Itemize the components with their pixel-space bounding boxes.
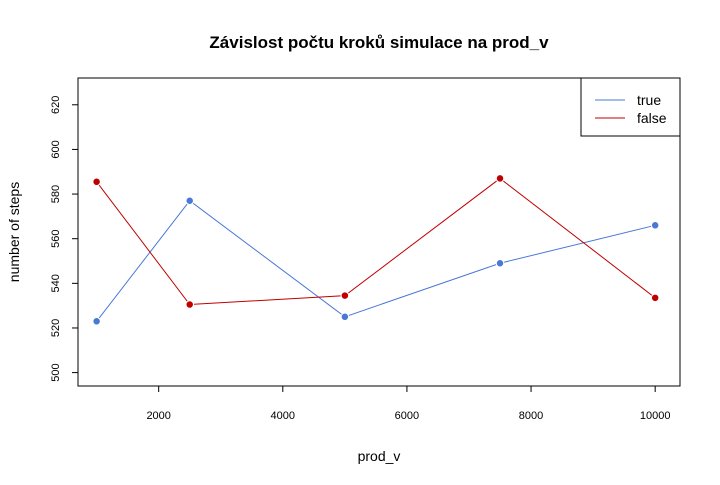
y-tick-label-500: 500 xyxy=(50,363,62,381)
y-tick-label-520: 520 xyxy=(50,319,62,337)
y-tick-label-540: 540 xyxy=(50,274,62,292)
series-line-true xyxy=(96,200,656,322)
point-true-2500 xyxy=(185,196,195,206)
x-tick-label-6000: 6000 xyxy=(395,410,419,422)
legend-label-false: false xyxy=(637,110,667,126)
y-tick-label-580: 580 xyxy=(50,185,62,203)
x-tick-label-10000: 10000 xyxy=(640,410,671,422)
point-false-5000 xyxy=(340,291,350,300)
series-layer xyxy=(92,174,660,326)
point-true-5000 xyxy=(340,312,350,322)
legend-box xyxy=(580,77,681,137)
y-tick-label-560: 560 xyxy=(50,230,62,248)
point-false-1000 xyxy=(92,177,101,187)
y-axis-label: number of steps xyxy=(6,182,22,282)
series-true xyxy=(92,196,660,326)
chart-title: Závislost počtu kroků simulace na prod_v xyxy=(209,33,549,52)
series-line-false xyxy=(96,177,656,306)
point-true-1000 xyxy=(92,316,101,326)
point-false-7500 xyxy=(495,174,505,183)
x-tick-label-4000: 4000 xyxy=(271,410,295,422)
y-axis: 500 520 540 560 580 600 620 xyxy=(50,96,79,382)
y-tick-label-600: 600 xyxy=(50,140,62,158)
x-tick-label-8000: 8000 xyxy=(519,410,543,422)
y-tick-label-620: 620 xyxy=(50,96,62,114)
point-true-7500 xyxy=(495,258,505,268)
point-true-10000 xyxy=(650,220,660,230)
point-false-10000 xyxy=(650,293,660,303)
legend-label-true: true xyxy=(637,92,661,108)
point-false-2500 xyxy=(185,300,195,309)
legend: true false xyxy=(580,77,681,137)
x-tick-label-2000: 2000 xyxy=(146,410,170,422)
x-axis: 2000 4000 6000 8000 10000 xyxy=(146,385,671,422)
series-false xyxy=(92,174,660,309)
x-axis-label: prod_v xyxy=(358,448,401,464)
